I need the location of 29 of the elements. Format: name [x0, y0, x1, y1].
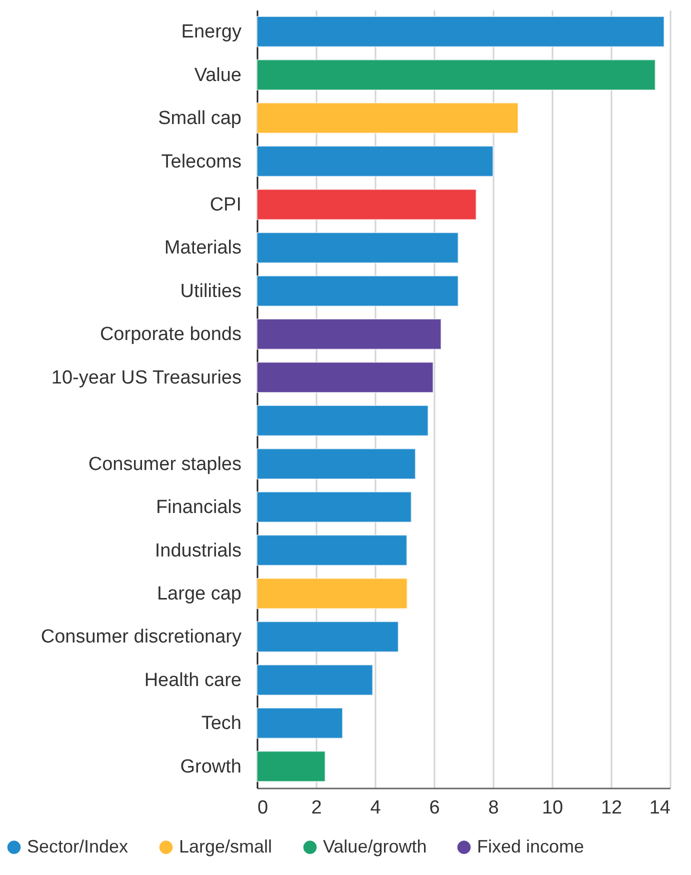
- x-tick-label: 12: [600, 798, 622, 818]
- y-tick-label: 10-year US Treasuries: [51, 367, 242, 388]
- x-tick-label: 10: [542, 798, 564, 818]
- y-tick-label: Consumer staples: [88, 454, 242, 475]
- y-tick-label: Health care: [144, 670, 242, 691]
- y-tick-label: Large cap: [156, 584, 242, 604]
- y-tick-label: Small cap: [158, 108, 242, 130]
- x-tick-label: 14: [649, 798, 671, 818]
- y-tick-label: Telecoms: [161, 151, 242, 172]
- x-tick-label: 4: [370, 798, 382, 818]
- y-tick-label: Value: [194, 64, 242, 86]
- y-tick-label: Materials: [164, 238, 242, 259]
- y-tick-label: Energy: [181, 22, 242, 43]
- x-tick-label: 8: [488, 798, 499, 818]
- y-tick-label: Industrials: [154, 540, 242, 562]
- y-tick-label: CPI: [210, 194, 242, 216]
- y-tick-label: Utilities: [180, 280, 242, 302]
- y-tick-label: Corporate bonds: [100, 324, 242, 346]
- x-tick-label: 2: [311, 798, 322, 818]
- y-tick-label: Tech: [201, 713, 242, 734]
- y-tick-label: Consumer discretionary: [40, 626, 242, 648]
- legend-label: Fixed income: [477, 836, 584, 856]
- legend-label: Large/small: [179, 836, 272, 856]
- y-tick-label: Financials: [156, 497, 242, 518]
- x-tick-label: 6: [429, 798, 440, 818]
- y-tick-label: Growth: [180, 756, 242, 778]
- legend-label: Sector/Index: [27, 836, 128, 856]
- x-tick-label: 0: [258, 798, 268, 818]
- legend-label: Value/growth: [323, 836, 427, 856]
